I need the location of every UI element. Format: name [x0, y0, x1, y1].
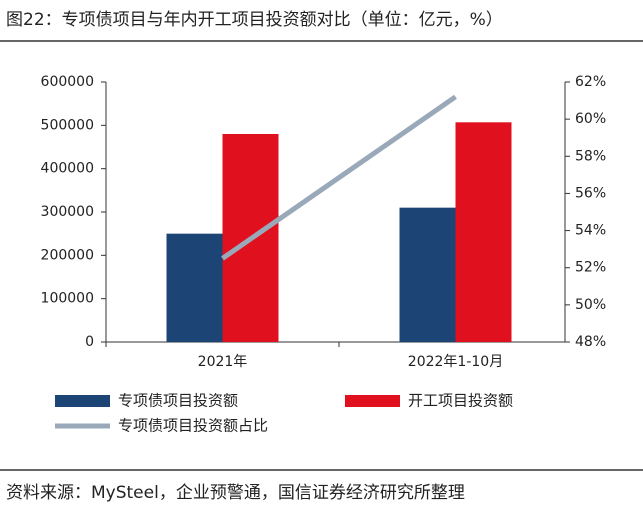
y-tick-label: 200000: [41, 247, 94, 263]
y-tick-label: 300000: [41, 204, 94, 220]
y2-tick-label: 54%: [575, 223, 606, 239]
y2-tick-label: 48%: [575, 334, 606, 350]
y2-tick-label: 52%: [575, 260, 606, 276]
bar: [399, 207, 456, 342]
y-tick-label: 600000: [41, 74, 94, 90]
y2-tick-label: 60%: [575, 111, 606, 127]
chart-title: 图22：专项债项目与年内开工项目投资额对比（单位：亿元，%）: [6, 10, 503, 30]
legend-swatch: [55, 395, 110, 407]
y-tick-label: 100000: [41, 291, 94, 307]
y-tick-label: 0: [85, 334, 94, 350]
legend-label: 开工项目投资额: [408, 392, 513, 410]
line: [221, 94, 457, 261]
y2-tick-label: 56%: [575, 185, 606, 201]
y-tick-label: 500000: [41, 117, 94, 133]
y2-tick-label: 58%: [575, 148, 606, 164]
bar: [166, 233, 223, 342]
y-tick-label: 400000: [41, 161, 94, 177]
legend-label: 专项债项目投资额占比: [118, 417, 268, 435]
bar: [455, 122, 512, 342]
x-tick-label: 2022年1-10月: [408, 354, 503, 370]
y2-tick-label: 62%: [575, 74, 606, 90]
source: 资料来源：MySteel，企业预警通，国信证券经济研究所整理: [6, 483, 465, 503]
x-tick-label: 2021年: [198, 354, 248, 370]
legend-label: 专项债项目投资额: [118, 392, 238, 410]
legend-swatch: [345, 395, 400, 407]
y2-tick-label: 50%: [575, 297, 606, 313]
